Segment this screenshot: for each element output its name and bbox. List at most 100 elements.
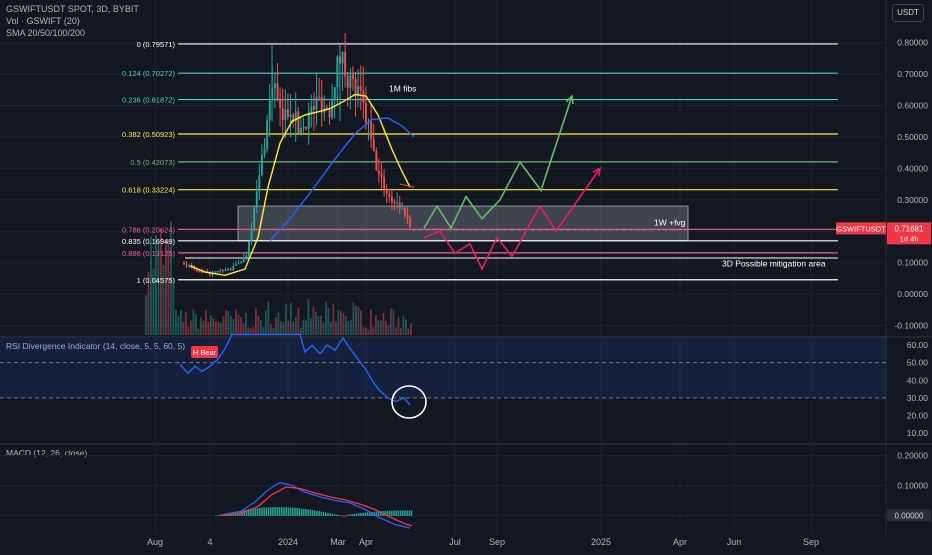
- candle: [227, 269, 230, 271]
- macd-histogram-bar: [404, 510, 406, 516]
- volume-bars: [145, 221, 412, 335]
- rsi-tick-label: 60.00: [907, 340, 929, 350]
- projection-paths: [423, 94, 602, 271]
- macd-histogram-bar: [261, 507, 263, 516]
- volume-bar: [282, 322, 285, 335]
- macd-histogram-bar: [395, 510, 397, 516]
- candle: [266, 119, 269, 149]
- volume-bar: [340, 311, 342, 335]
- macd-histogram-bar: [265, 507, 268, 516]
- x-tick-label: Aug: [147, 537, 163, 547]
- volume-bar: [315, 312, 317, 335]
- macd-histogram-bar: [318, 511, 320, 516]
- last-price-countdown: 1d 4h: [900, 234, 919, 243]
- price-tick-label: 0.60000: [897, 100, 928, 110]
- candle: [370, 121, 373, 140]
- macd-histogram-bar: [314, 510, 316, 516]
- volume-bar: [207, 321, 210, 335]
- macd-histogram-bar: [355, 513, 358, 516]
- macd-histogram-bar: [391, 510, 393, 516]
- volume-bar: [265, 310, 267, 335]
- macd-histogram-bar: [245, 509, 248, 516]
- volume-bar: [325, 301, 327, 335]
- volume-bar: [410, 323, 412, 335]
- volume-bar: [337, 310, 340, 335]
- volume-bar: [242, 322, 245, 335]
- fib-label: 0.5 (0.42073): [130, 158, 175, 167]
- macd-histogram-bar: [215, 515, 217, 516]
- volume-bar: [392, 309, 395, 335]
- volume-bar: [377, 319, 380, 335]
- price-tick-label: 0.00000: [897, 289, 928, 299]
- macd-histogram-bar: [347, 514, 349, 516]
- rsi-tick-label: 30.00: [907, 393, 929, 403]
- volume-bar: [257, 316, 260, 335]
- candles: [183, 33, 412, 277]
- candle: [359, 85, 362, 91]
- macd-histogram-bar: [364, 512, 367, 516]
- macd-histogram-bar: [362, 512, 364, 516]
- signal-line: [219, 486, 413, 527]
- candle: [362, 90, 365, 103]
- x-tick-label: Sep: [489, 537, 505, 547]
- macd-histogram-bar: [329, 513, 331, 516]
- macd-histogram-bar: [351, 514, 353, 516]
- sma-line: [189, 93, 411, 277]
- volume-bar: [215, 321, 217, 335]
- volume-bar: [152, 268, 155, 335]
- volume-bar: [395, 327, 397, 335]
- volume-bar: [150, 236, 152, 335]
- candle: [297, 111, 300, 134]
- volume-bar: [197, 328, 200, 335]
- macd-histogram-bar: [406, 510, 408, 516]
- volume-bar: [287, 320, 290, 335]
- price-tick-label: 0.40000: [897, 163, 928, 173]
- macd-histogram-bar: [331, 513, 334, 516]
- volume-bar: [270, 323, 272, 335]
- volume-bar: [230, 316, 232, 335]
- candle: [401, 207, 404, 209]
- pink-projection: [423, 167, 601, 271]
- macd-histogram-bar: [369, 512, 371, 516]
- volume-bar: [347, 321, 350, 335]
- price-tick-label: 0.70000: [897, 69, 928, 79]
- fvg-box: [237, 205, 689, 242]
- volume-bar: [145, 294, 147, 335]
- macd-histogram-bar: [353, 513, 356, 516]
- price-pane[interactable]: 0 (0.79571) 0.124 (0.70272) 0.236 (0.61872…: [122, 33, 838, 335]
- macd-histogram-bar: [270, 507, 272, 516]
- candle: [258, 175, 261, 192]
- volume-bar: [260, 319, 262, 335]
- macd-histogram-bar: [373, 511, 375, 516]
- price-tick-label: -0.10000: [894, 321, 928, 331]
- volume-bar: [365, 327, 367, 335]
- macd-histogram-bar: [316, 510, 318, 516]
- candle: [279, 98, 282, 108]
- x-tick-label: Jun: [727, 537, 742, 547]
- volume-bar: [367, 329, 370, 335]
- time-axis[interactable]: Aug 4 2024 Mar Apr Jul Sep 2025 Apr Jun Sep: [147, 537, 819, 547]
- currency-button[interactable]: USDT: [892, 4, 924, 22]
- macd-histogram-bar: [307, 509, 309, 516]
- macd-histogram-bar: [278, 507, 281, 516]
- volume-bar: [245, 312, 247, 335]
- volume-bar: [405, 319, 407, 335]
- candle: [292, 114, 295, 123]
- rsi-pane[interactable]: RSI Divergence Indicator (14, close, 5, …: [0, 333, 929, 439]
- macd-histogram-bar: [303, 508, 305, 516]
- candle: [315, 96, 318, 110]
- macd-histogram-bar: [397, 510, 400, 516]
- volume-bar: [330, 322, 332, 335]
- candle: [307, 112, 310, 129]
- candle: [344, 51, 347, 77]
- candle: [188, 265, 191, 267]
- volume-bar: [167, 240, 170, 335]
- annotations: 1M fibs 1W +fvg 3D Possible mitigation are…: [389, 83, 826, 268]
- macd-histogram-bar: [285, 507, 287, 516]
- macd-pane[interactable]: MACD (12, 26, close) 0.20000 0.10000 0.0000…: [0, 448, 931, 529]
- macd-histogram-bar: [272, 507, 274, 516]
- price-axes[interactable]: 0.80000 0.70000 0.60000 0.50000 0.40000 0.300…: [836, 38, 931, 331]
- fib-label: 0.124 (0.70272): [122, 69, 175, 78]
